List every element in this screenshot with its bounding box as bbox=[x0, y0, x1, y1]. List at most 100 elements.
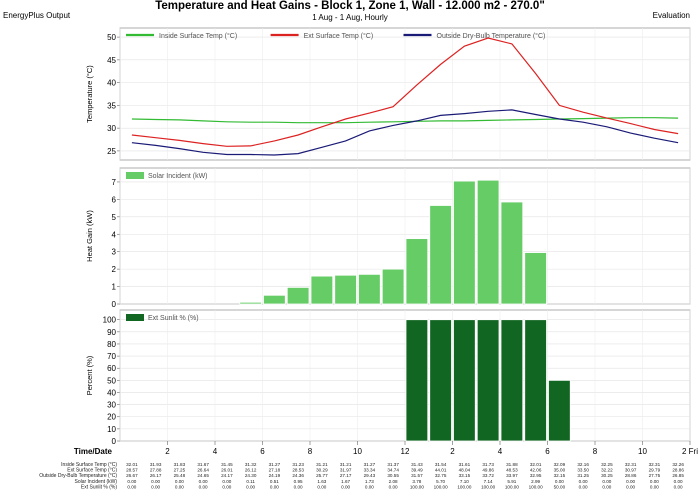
table-cell: 24.17 bbox=[221, 473, 233, 478]
table-cell: 31.37 bbox=[387, 462, 399, 467]
y-tick-label: 3 bbox=[112, 248, 117, 257]
bar bbox=[405, 238, 429, 305]
series-1 bbox=[131, 117, 679, 124]
y-tick-label: 5 bbox=[112, 213, 117, 222]
x-tick-label: 4 bbox=[213, 447, 218, 456]
y-tick-label: 20 bbox=[107, 413, 116, 422]
bar bbox=[334, 274, 357, 305]
x-tick-label: 10 bbox=[638, 447, 647, 456]
bar bbox=[429, 205, 452, 305]
table-cell: 31.93 bbox=[150, 462, 162, 467]
bar bbox=[239, 301, 262, 305]
table-cell: 29.43 bbox=[364, 473, 376, 478]
table-cell: 0.00 bbox=[626, 479, 635, 484]
table-cell: 33.15 bbox=[459, 473, 471, 478]
table-cell: 31.61 bbox=[459, 462, 471, 467]
table-cell: 26.17 bbox=[150, 473, 162, 478]
table-row-label: Solar Incident (kW) bbox=[74, 479, 117, 485]
y-tick-label: 35 bbox=[107, 101, 116, 110]
bar bbox=[476, 179, 500, 305]
y-tick-label: 45 bbox=[107, 56, 116, 65]
table-cell: 0.00 bbox=[246, 484, 255, 489]
table-cell: 0.00 bbox=[222, 484, 231, 489]
x-tick-label: 10 bbox=[353, 447, 362, 456]
y-tick-label: 60 bbox=[107, 364, 116, 373]
table-cell: 0.00 bbox=[650, 484, 659, 489]
table-cell: 7.14 bbox=[484, 479, 493, 484]
table-cell: 32.01 bbox=[126, 462, 138, 467]
x-tick-label: 4 bbox=[498, 447, 503, 456]
y-tick-label: 0 bbox=[112, 437, 117, 446]
legend-label: Ext Surface Temp (°C) bbox=[304, 32, 374, 40]
table-cell: 5.91 bbox=[507, 479, 516, 484]
table-cell: 28.86 bbox=[625, 473, 637, 478]
table-cell: 31.27 bbox=[364, 462, 376, 467]
table-cell: 31.32 bbox=[245, 462, 257, 467]
table-cell: 31.54 bbox=[435, 462, 447, 467]
y-tick-label: 50 bbox=[107, 33, 116, 42]
time-axis-label: Time/Date bbox=[74, 447, 113, 456]
table-cell: 26.85 bbox=[672, 473, 684, 478]
table-cell: 30.25 bbox=[601, 473, 613, 478]
legend-label: Inside Surface Temp (°C) bbox=[159, 32, 237, 40]
table-cell: 100.00 bbox=[529, 484, 543, 489]
table-cell: 7.10 bbox=[460, 479, 469, 484]
y-tick-label: 30 bbox=[107, 401, 116, 410]
panel-2: 0 1 2 3 4 5 6 7 Heat Gain (kW) Solar Incident (kW… bbox=[85, 167, 691, 309]
table-cell: 0.00 bbox=[222, 479, 231, 484]
y-tick-label: 100 bbox=[103, 316, 117, 325]
table-cell: 32.75 bbox=[435, 473, 447, 478]
y-tick-label: 50 bbox=[107, 376, 116, 385]
table-cell: 24.30 bbox=[245, 473, 257, 478]
table-cell: 31.83 bbox=[174, 462, 186, 467]
bar bbox=[524, 319, 547, 442]
table-cell: 50.00 bbox=[554, 484, 566, 489]
table-cell: 100.00 bbox=[410, 484, 424, 489]
table-cell: 31.67 bbox=[197, 462, 209, 467]
x-tick-label: 6 bbox=[545, 447, 550, 456]
y-tick-label: 0 bbox=[112, 300, 117, 309]
table-cell: 0.00 bbox=[602, 484, 611, 489]
series-3 bbox=[131, 109, 679, 156]
legend-label: Solar Incident (kW) bbox=[148, 173, 208, 180]
table-cell: 28.53 bbox=[292, 468, 304, 473]
table-cell: 0.00 bbox=[365, 484, 374, 489]
table-cell: 0.11 bbox=[246, 479, 255, 484]
table-cell: 49.86 bbox=[482, 468, 494, 473]
table-row-label: Outside Dry-Bulb Temperature (°C) bbox=[39, 473, 117, 479]
table-cell: 0.00 bbox=[151, 484, 160, 489]
x-tick-label: 2 Fri bbox=[682, 447, 698, 456]
table-cell: 0.00 bbox=[317, 484, 326, 489]
table-cell: 33.72 bbox=[482, 473, 494, 478]
panel-3: 0 10 20 30 40 50 60 70 80 90 100 Percent (%) Ext Sun… bbox=[85, 309, 691, 446]
series-1 bbox=[405, 319, 571, 442]
table-cell: 100.00 bbox=[505, 484, 519, 489]
table-cell: 32.31 bbox=[625, 462, 637, 467]
table-cell: 0.00 bbox=[175, 484, 184, 489]
table-cell: 32.16 bbox=[577, 462, 589, 467]
table-cell: 32.26 bbox=[672, 462, 684, 467]
table-cell: 26.01 bbox=[221, 468, 233, 473]
table-cell: 24.65 bbox=[197, 473, 209, 478]
table-cell: 31.25 bbox=[577, 473, 589, 478]
bar bbox=[476, 319, 500, 442]
table-cell: 31.21 bbox=[316, 462, 328, 467]
table-cell: 0.00 bbox=[127, 479, 136, 484]
table-cell: 0.00 bbox=[674, 484, 683, 489]
y-tick-label: 30 bbox=[107, 124, 116, 133]
series-2 bbox=[131, 37, 679, 147]
x-tick-label: 8 bbox=[308, 447, 313, 456]
table-cell: 30.29 bbox=[316, 468, 328, 473]
bar bbox=[500, 201, 524, 305]
table-cell: 5.70 bbox=[436, 479, 445, 484]
table-cell: 30.55 bbox=[387, 473, 399, 478]
y-tick-label: 6 bbox=[112, 195, 117, 204]
series-line bbox=[131, 109, 679, 156]
table-cell: 31.23 bbox=[292, 462, 304, 467]
bar bbox=[405, 319, 429, 442]
x-tick-label: 2 bbox=[450, 447, 455, 456]
table-cell: 27.25 bbox=[174, 468, 186, 473]
table-cell: 31.57 bbox=[411, 473, 423, 478]
table-cell: 31.97 bbox=[340, 468, 352, 473]
